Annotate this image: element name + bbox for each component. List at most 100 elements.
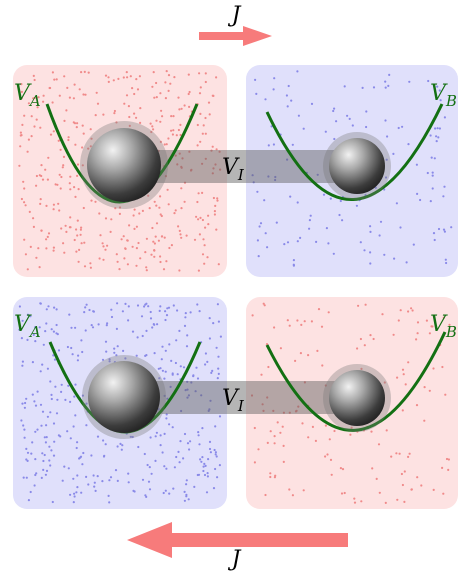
particle-dot [153, 352, 156, 355]
particle-dot [172, 487, 175, 490]
particle-dot [299, 236, 302, 239]
particle-dot [157, 367, 160, 370]
particle-dot [275, 221, 278, 224]
particle-dot [196, 303, 199, 306]
particle-dot [55, 308, 58, 311]
particle-dot [274, 474, 277, 477]
particle-dot [384, 501, 387, 504]
particle-dot [178, 229, 181, 232]
particle-dot [196, 123, 199, 127]
particle-dot [286, 241, 290, 244]
particle-dot [152, 71, 155, 74]
particle-dot [179, 133, 182, 137]
particle-dot [211, 94, 214, 97]
particle-dot [40, 164, 43, 167]
particle-dot [52, 208, 55, 211]
particle-dot [57, 349, 61, 352]
particle-dot [185, 345, 189, 348]
particle-dot [164, 175, 167, 178]
particle-dot [192, 374, 195, 377]
particle-dot [214, 204, 217, 207]
particle-dot [276, 421, 279, 424]
particle-dot [74, 414, 77, 417]
particle-dot [131, 435, 134, 439]
particle-dot [122, 235, 125, 238]
particle-dot [183, 432, 187, 436]
particle-dot [325, 227, 328, 230]
particle-dot [158, 206, 161, 209]
particle-dot [33, 400, 36, 403]
particle-dot [119, 442, 122, 445]
particle-dot [177, 96, 180, 99]
particle-dot [215, 76, 218, 79]
particle-dot [54, 385, 57, 388]
particle-dot [167, 306, 171, 309]
particle-dot [91, 326, 95, 329]
particle-dot [267, 365, 270, 369]
particle-dot [214, 467, 217, 471]
particle-dot [26, 313, 29, 316]
particle-dot [383, 253, 386, 256]
particle-dot [263, 304, 266, 307]
particle-dot [102, 439, 105, 442]
particle-dot [68, 182, 71, 185]
particle-dot [403, 500, 406, 503]
particle-dot [101, 358, 105, 361]
particle-dot [396, 376, 399, 379]
particle-dot [386, 135, 389, 138]
particle-dot [56, 398, 59, 401]
particle-dot [80, 71, 83, 74]
particle-dot [150, 253, 153, 256]
particle-dot [348, 117, 351, 120]
particle-dot [125, 71, 128, 74]
particle-dot [251, 174, 254, 177]
particle-dot [203, 244, 206, 247]
particle-dot [169, 385, 172, 388]
particle-dot [50, 397, 53, 401]
particle-dot [150, 130, 153, 134]
particle-dot [176, 309, 179, 312]
particle-dot [98, 212, 101, 215]
particle-dot [25, 447, 28, 450]
particle-dot [438, 89, 441, 92]
current-arrow-bottom: J [127, 522, 348, 571]
particle-dot [290, 99, 293, 102]
particle-dot [27, 499, 30, 502]
particle-dot [145, 266, 148, 269]
particle-dot [76, 234, 79, 237]
particle-dot [175, 455, 178, 459]
particle-dot [216, 377, 219, 380]
particle-dot [219, 168, 222, 171]
particle-dot [145, 329, 148, 332]
particle-dot [154, 235, 157, 238]
particle-dot [375, 477, 378, 480]
particle-dot [39, 202, 42, 205]
oscillator-b-bottom [329, 370, 385, 426]
particle-dot [202, 238, 205, 241]
particle-dot [139, 121, 142, 124]
particle-dot [79, 233, 82, 236]
particle-dot [397, 126, 400, 130]
particle-dot [206, 472, 209, 475]
particle-dot [23, 201, 26, 204]
particle-dot [428, 332, 431, 335]
particle-dot [436, 127, 439, 130]
particle-dot [146, 463, 149, 467]
particle-dot [128, 115, 131, 119]
particle-dot [53, 78, 56, 81]
particle-dot [186, 334, 189, 337]
particle-dot [216, 197, 219, 200]
particle-dot [285, 94, 288, 97]
particle-dot [442, 195, 445, 198]
particle-dot [52, 246, 56, 249]
particle-dot [39, 403, 43, 406]
particle-dot [66, 86, 69, 89]
particle-dot [193, 238, 197, 241]
particle-dot [26, 451, 30, 454]
particle-dot [115, 327, 118, 330]
particle-dot [213, 213, 216, 216]
particle-dot [415, 404, 419, 407]
particle-dot [144, 251, 147, 254]
particle-dot [75, 250, 78, 253]
particle-dot [206, 256, 209, 259]
